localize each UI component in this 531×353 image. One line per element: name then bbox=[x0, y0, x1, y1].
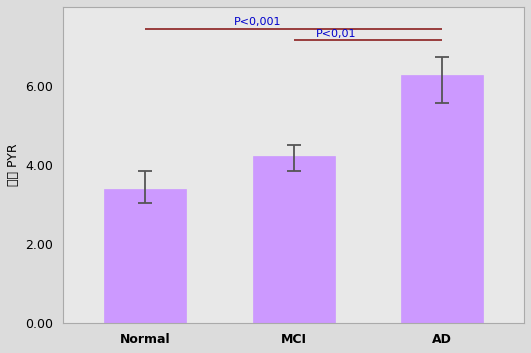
Text: P<0,01: P<0,01 bbox=[316, 29, 356, 38]
Bar bbox=[104, 189, 186, 323]
Bar bbox=[401, 75, 483, 323]
Bar bbox=[253, 156, 335, 323]
Y-axis label: 혁중 PYR: 혁중 PYR bbox=[7, 143, 20, 186]
Text: P<0,001: P<0,001 bbox=[234, 17, 281, 27]
